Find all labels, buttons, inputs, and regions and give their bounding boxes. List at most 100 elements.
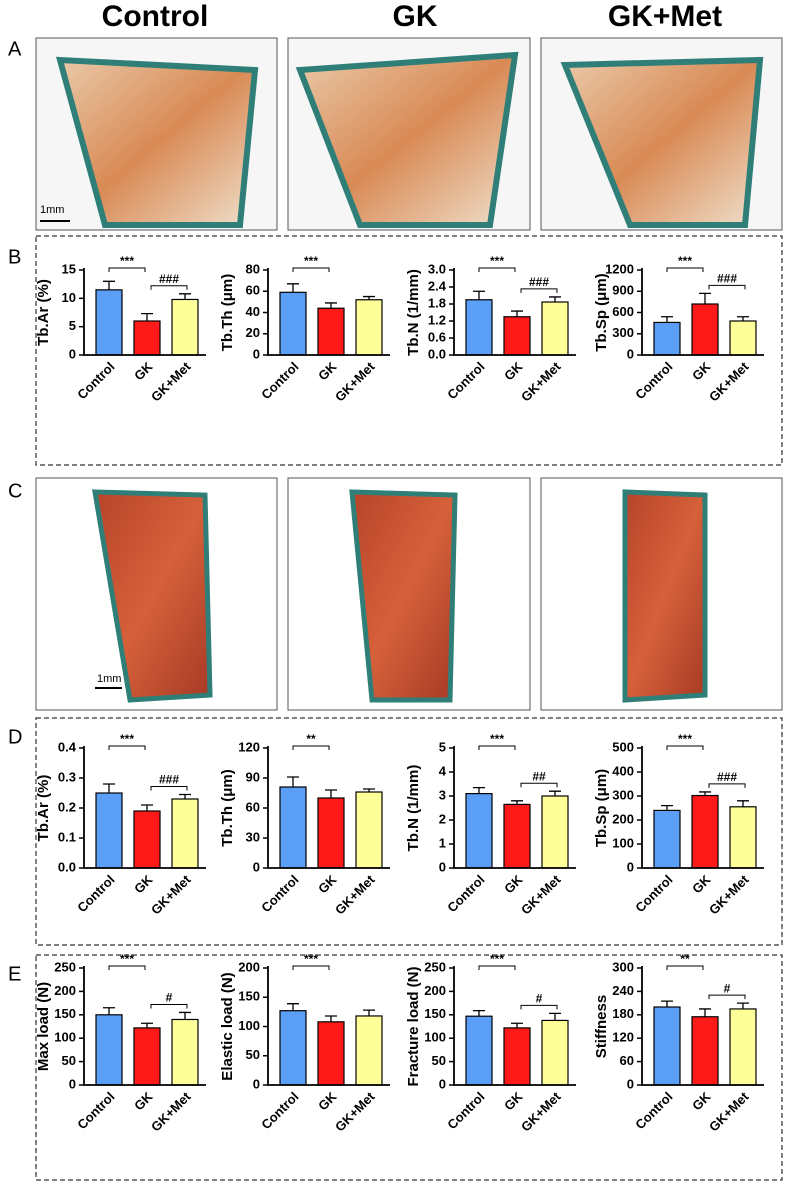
y-tick-label: 0.0 (58, 859, 76, 874)
error-bar (325, 1015, 337, 1022)
significance-label: *** (304, 254, 318, 268)
y-tick-label: 600 (612, 304, 634, 319)
column-header: Control (102, 0, 209, 33)
x-tick-label: GK (315, 872, 340, 897)
y-tick-label: 1 (439, 835, 446, 850)
error-bar (287, 776, 299, 787)
significance-bracket (150, 285, 188, 290)
y-axis-label: Tb.Sp (μm) (593, 273, 610, 351)
x-tick-label: GK (501, 872, 526, 897)
x-tick-label: GK+Met (148, 358, 194, 404)
bar (355, 299, 383, 356)
x-tick-label: GK (131, 359, 156, 384)
y-tick-label: 3 (439, 787, 446, 802)
bar (691, 1016, 719, 1086)
error-bar (661, 316, 673, 323)
x-tick-label: GK+Met (332, 1088, 378, 1134)
y-tick-label: 1.8 (428, 295, 446, 310)
x-tick-label: GK+Met (332, 871, 378, 917)
significance-label: *** (120, 952, 134, 966)
y-tick-label: 300 (612, 787, 634, 802)
error-bar (549, 296, 561, 303)
significance-bracket (292, 267, 330, 272)
error-bar (511, 800, 523, 805)
significance-bracket (150, 786, 188, 791)
panel-label: A (8, 38, 22, 60)
scale-bar-label: 1mm (97, 673, 121, 685)
y-axis-label: Fracture load (N) (405, 966, 422, 1086)
error-bar (661, 804, 673, 811)
y-tick-label: 0 (439, 1076, 446, 1091)
bar (133, 320, 161, 356)
y-tick-label: 100 (424, 1030, 446, 1045)
x-tick-label: Control (632, 359, 675, 402)
y-axis-label: Stiffness (593, 995, 610, 1058)
x-tick-label: GK+Met (706, 871, 752, 917)
y-axis-label: Tb.Th (μm) (219, 769, 236, 847)
x-tick-label: Control (444, 1089, 487, 1132)
bar (171, 1018, 199, 1086)
bar (465, 1015, 493, 1086)
error-bar (363, 788, 375, 792)
y-axis-label: Elastic load (N) (219, 972, 236, 1080)
bar (465, 792, 493, 869)
error-bar (287, 1003, 299, 1011)
error-bar (473, 786, 485, 794)
y-axis-label: Tb.N (1/mm) (405, 269, 422, 356)
column-header: GK (393, 0, 438, 33)
panel-frames (35, 235, 783, 1181)
y-tick-label: 0.4 (58, 739, 77, 754)
y-tick-label: 80 (246, 261, 260, 276)
error-bar (141, 804, 153, 811)
y-tick-label: 100 (238, 1018, 260, 1033)
y-tick-label: 60 (620, 1053, 634, 1068)
y-tick-label: 120 (612, 1030, 634, 1045)
bar (465, 299, 493, 356)
x-tick-label: GK (315, 1089, 340, 1114)
y-tick-label: 150 (424, 1006, 446, 1021)
x-tick-label: Control (444, 359, 487, 402)
y-axis-label: Tb.Ar (%) (35, 775, 52, 842)
significance-label: *** (120, 254, 134, 268)
error-bar (179, 1011, 191, 1020)
significance-bracket (108, 965, 146, 970)
significance-bracket (478, 745, 516, 750)
significance-label: ** (680, 952, 690, 966)
y-tick-label: 900 (612, 283, 634, 298)
error-bar (103, 1007, 115, 1015)
y-tick-label: 0 (253, 1076, 260, 1091)
error-bar (179, 293, 191, 300)
bar (355, 791, 383, 869)
bar (317, 307, 345, 356)
significance-label: # (536, 992, 543, 1006)
y-tick-label: 250 (54, 959, 76, 974)
x-tick-label: Control (74, 1089, 117, 1132)
significance-label: *** (120, 732, 134, 746)
significance-bracket (520, 288, 558, 293)
error-bar (103, 783, 115, 793)
axis (453, 966, 576, 1086)
significance-bracket (108, 267, 146, 272)
axis (641, 268, 764, 356)
y-tick-label: 150 (54, 1006, 76, 1021)
x-tick-label: GK+Met (706, 1088, 752, 1134)
bar (541, 795, 569, 869)
significance-label: ### (717, 272, 737, 286)
y-tick-label: 200 (238, 959, 260, 974)
x-tick-label: GK+Met (518, 871, 564, 917)
error-bar (325, 302, 337, 309)
significance-label: *** (490, 732, 504, 746)
x-tick-label: GK+Met (706, 358, 752, 404)
significance-bracket (666, 965, 704, 970)
error-bar (141, 1022, 153, 1028)
error-bar (737, 316, 749, 321)
x-tick-label: GK (501, 359, 526, 384)
significance-bracket (708, 284, 746, 290)
bar (171, 798, 199, 869)
x-tick-label: GK+Met (148, 1088, 194, 1134)
error-bar (737, 1002, 749, 1009)
bar (541, 301, 569, 356)
bar (279, 291, 307, 356)
bar (95, 289, 123, 356)
bar (729, 1008, 757, 1086)
